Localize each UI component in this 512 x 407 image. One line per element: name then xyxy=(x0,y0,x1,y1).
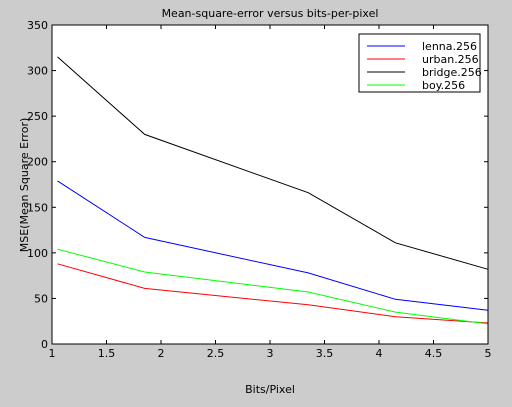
x-tick-label: 3 xyxy=(267,347,274,360)
x-tick-label: 4 xyxy=(376,347,383,360)
series-line-lenna-256 xyxy=(57,180,489,311)
x-tick-label: 2.5 xyxy=(207,347,225,360)
y-tick-label: 300 xyxy=(27,65,48,78)
y-tick-label: 100 xyxy=(27,247,48,260)
y-tick-label: 250 xyxy=(27,110,48,123)
chart-title: Mean-square-error versus bits-per-pixel xyxy=(162,7,379,20)
y-tick-label: 200 xyxy=(27,156,48,169)
legend-label: bridge.256 xyxy=(422,66,482,79)
legend-label: urban.256 xyxy=(422,53,479,66)
series-line-bridge-256 xyxy=(57,56,489,270)
y-tick-label: 350 xyxy=(27,19,48,32)
y-tick-label: 150 xyxy=(27,201,48,214)
series-line-urban-256 xyxy=(57,263,489,324)
series-line-boy-256 xyxy=(57,248,489,325)
y-axis-label: MSE(Mean Square Error) xyxy=(18,118,31,253)
x-axis-label: Bits/Pixel xyxy=(245,383,295,396)
x-tick-label: 4.5 xyxy=(425,347,443,360)
x-tick-label: 5 xyxy=(485,347,492,360)
y-tick-label: 50 xyxy=(34,292,48,305)
x-tick-label: 3.5 xyxy=(316,347,334,360)
plot-frame xyxy=(51,24,489,345)
x-tick-label: 1 xyxy=(49,347,56,360)
legend-label: boy.256 xyxy=(422,79,465,92)
x-tick-label: 1.5 xyxy=(98,347,116,360)
series-lines xyxy=(57,56,489,325)
x-tick-label: 2 xyxy=(158,347,165,360)
legend-box xyxy=(358,33,481,93)
legend-label: lenna.256 xyxy=(422,40,477,53)
y-tick-label: 0 xyxy=(41,338,48,351)
